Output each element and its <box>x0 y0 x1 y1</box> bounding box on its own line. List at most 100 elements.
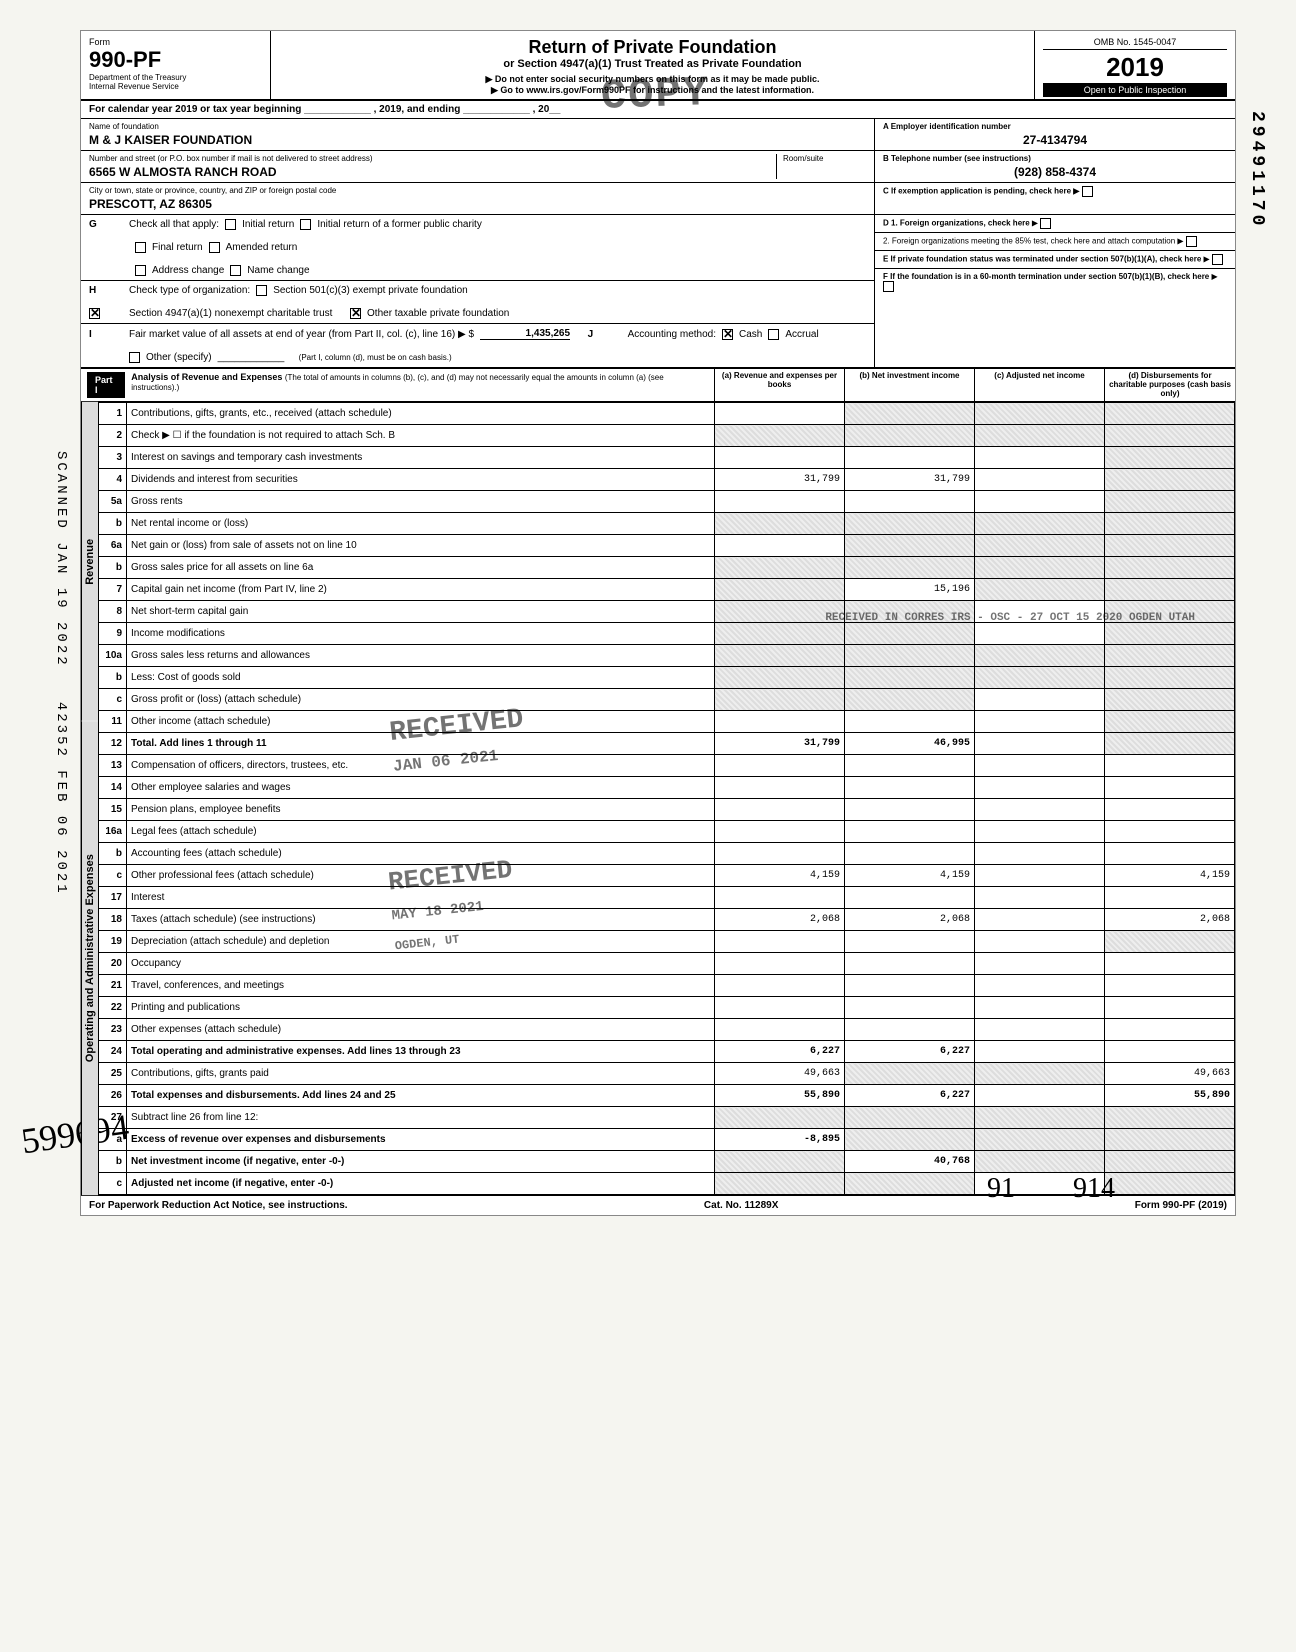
table-row: 21Travel, conferences, and meetings <box>99 975 1235 997</box>
g-amended[interactable] <box>209 242 220 253</box>
table-row: 23Other expenses (attach schedule) <box>99 1019 1235 1041</box>
g-name-change[interactable] <box>230 265 241 276</box>
line-number: c <box>99 865 127 887</box>
table-row: 20Occupancy <box>99 953 1235 975</box>
col-a-header: (a) Revenue and expenses per books <box>715 369 845 401</box>
j-lead: J <box>588 329 622 340</box>
j-accrual[interactable] <box>768 329 779 340</box>
amount-cell <box>845 821 975 843</box>
line-number: 2 <box>99 425 127 447</box>
dept-line: Department of the Treasury <box>89 73 262 82</box>
amount-cell <box>845 777 975 799</box>
amount-cell <box>715 777 845 799</box>
line-number: 18 <box>99 909 127 931</box>
amount-cell: 4,159 <box>1105 865 1235 887</box>
amount-cell <box>1105 1019 1235 1041</box>
line-description: Depreciation (attach schedule) and deple… <box>127 931 715 953</box>
amount-cell <box>975 711 1105 733</box>
amount-cell <box>715 667 845 689</box>
line-number: 15 <box>99 799 127 821</box>
part1-badge: Part I <box>87 372 125 398</box>
f-checkbox[interactable] <box>883 281 894 292</box>
h-501c3[interactable] <box>256 285 267 296</box>
amount-cell <box>975 909 1105 931</box>
j-cash[interactable] <box>722 329 733 340</box>
h-other-tax[interactable] <box>350 308 361 319</box>
foundation-name: M & J KAISER FOUNDATION <box>89 131 866 147</box>
amount-cell <box>715 403 845 425</box>
line-description: Other employee salaries and wages <box>127 777 715 799</box>
amount-cell: 2,068 <box>715 909 845 931</box>
d1-checkbox[interactable] <box>1040 218 1051 229</box>
amount-cell <box>845 535 975 557</box>
g-initial-return[interactable] <box>225 219 236 230</box>
tax-year: 20201919 <box>1043 52 1227 83</box>
part1-table: 1Contributions, gifts, grants, etc., rec… <box>98 402 1235 1195</box>
amount-cell <box>1105 733 1235 755</box>
amount-cell <box>975 1151 1105 1173</box>
opex-sidelabel: Operating and Administrative Expenses <box>81 721 98 1195</box>
g-opt-5: Name change <box>247 265 309 276</box>
amount-cell <box>975 975 1105 997</box>
amount-cell <box>975 821 1105 843</box>
amount-cell: 55,890 <box>715 1085 845 1107</box>
h-opt-3: Other taxable private foundation <box>367 308 509 319</box>
table-row: 5aGross rents <box>99 491 1235 513</box>
line-number: 19 <box>99 931 127 953</box>
amount-cell <box>1105 491 1235 513</box>
amount-cell <box>715 689 845 711</box>
j-other[interactable] <box>129 352 140 363</box>
g-initial-public[interactable] <box>300 219 311 230</box>
amount-cell <box>1105 975 1235 997</box>
amount-cell <box>1105 535 1235 557</box>
e-checkbox[interactable] <box>1212 254 1223 265</box>
amount-cell <box>715 491 845 513</box>
amount-cell <box>845 953 975 975</box>
g-opt-3: Initial return of a former public charit… <box>317 219 482 230</box>
table-row: bNet rental income or (loss) <box>99 513 1235 535</box>
line-description: Compensation of officers, directors, tru… <box>127 755 715 777</box>
table-row: cOther professional fees (attach schedul… <box>99 865 1235 887</box>
amount-cell <box>1105 403 1235 425</box>
line-description: Occupancy <box>127 953 715 975</box>
amount-cell <box>1105 887 1235 909</box>
amount-cell <box>845 1019 975 1041</box>
line-number: 4 <box>99 469 127 491</box>
line-number: b <box>99 1151 127 1173</box>
table-row: 18Taxes (attach schedule) (see instructi… <box>99 909 1235 931</box>
amount-cell <box>715 821 845 843</box>
amount-cell: 4,159 <box>715 865 845 887</box>
cal-right: , 20 <box>533 104 550 115</box>
handwritten-91: 91 <box>987 1173 1015 1205</box>
d2-label: 2. Foreign organizations meeting the 85%… <box>883 237 1175 246</box>
amount-cell <box>1105 1041 1235 1063</box>
amount-cell <box>1105 1151 1235 1173</box>
part1-header-row: Part I Analysis of Revenue and Expenses … <box>81 368 1235 402</box>
form-number: 990-PF <box>89 47 262 73</box>
c-checkbox[interactable] <box>1082 186 1093 197</box>
margin-scanned-text: SCANNED JAN 19 2022 <box>53 451 69 668</box>
j-label: Accounting method: <box>628 329 716 340</box>
amount-cell <box>715 711 845 733</box>
line-number: 14 <box>99 777 127 799</box>
amount-cell <box>975 733 1105 755</box>
amount-cell <box>975 1041 1105 1063</box>
i-label: Fair market value of all assets at end o… <box>129 329 474 340</box>
line-description: Travel, conferences, and meetings <box>127 975 715 997</box>
amount-cell: 31,799 <box>845 469 975 491</box>
g-final-return[interactable] <box>135 242 146 253</box>
j-opt-3: Other (specify) <box>146 352 212 363</box>
d2-checkbox[interactable] <box>1186 236 1197 247</box>
street-address: 6565 W ALMOSTA RANCH ROAD <box>89 163 776 179</box>
amount-cell <box>715 997 845 1019</box>
amount-cell <box>845 557 975 579</box>
g-address-change[interactable] <box>135 265 146 276</box>
amount-cell <box>1105 601 1235 623</box>
table-row: bNet investment income (if negative, ent… <box>99 1151 1235 1173</box>
line-description: Accounting fees (attach schedule) <box>127 843 715 865</box>
amount-cell <box>845 755 975 777</box>
calendar-year-row: For calendar year 2019 or tax year begin… <box>81 101 1235 119</box>
line-description: Contributions, gifts, grants paid <box>127 1063 715 1085</box>
note-2: ▶ Go to www.irs.gov/Form990PF for instru… <box>279 85 1026 96</box>
line-number: 8 <box>99 601 127 623</box>
